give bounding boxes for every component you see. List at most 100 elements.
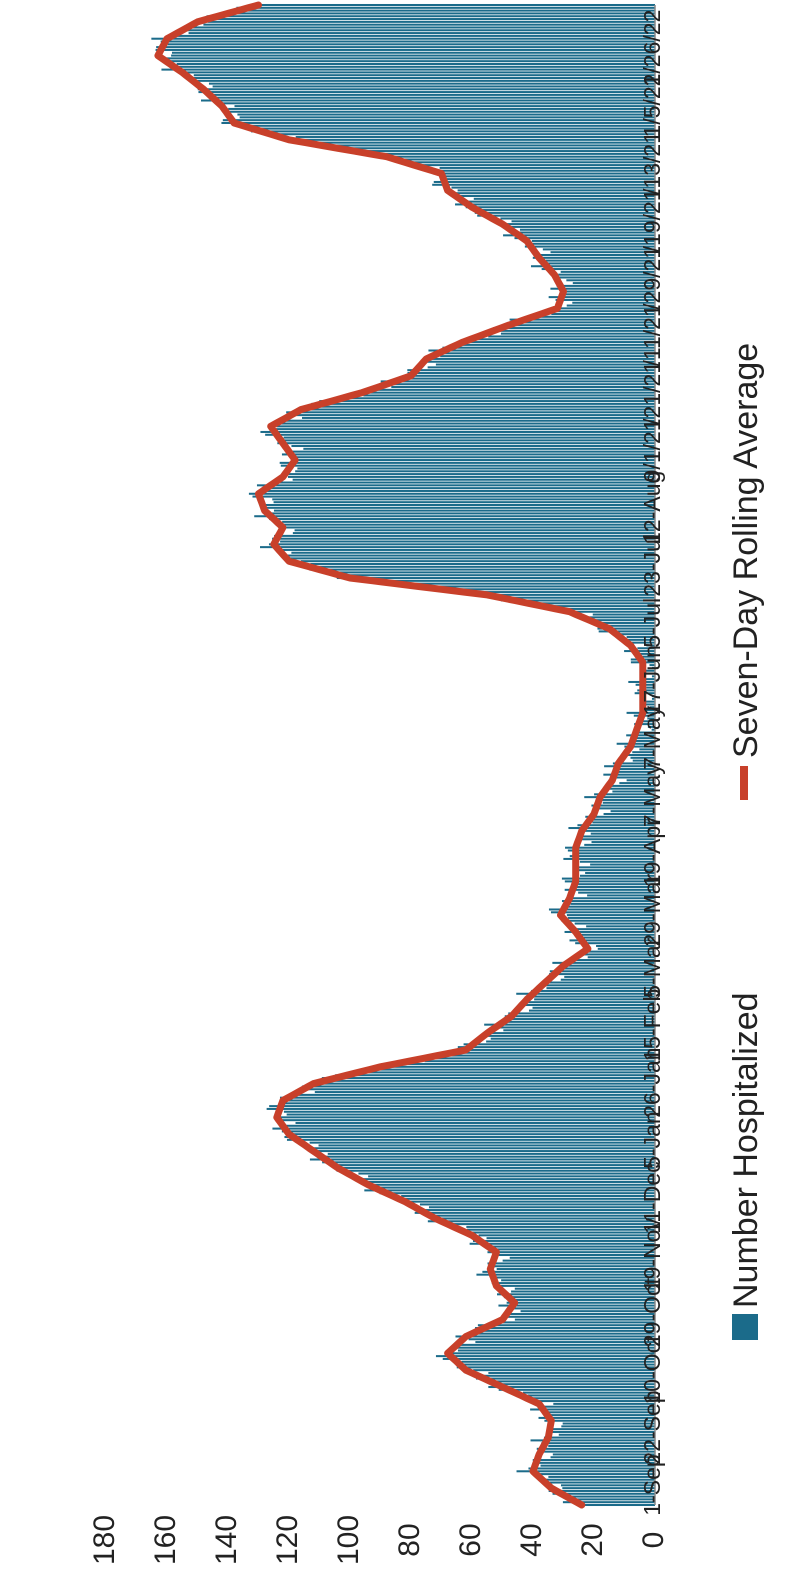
bar — [457, 1349, 655, 1352]
x-tick-label: /21/21 — [639, 361, 665, 425]
bar — [335, 1074, 655, 1077]
bar — [190, 79, 656, 82]
bar — [319, 400, 655, 403]
bar — [296, 414, 655, 417]
bar — [558, 1433, 655, 1436]
bar — [294, 529, 655, 532]
bar — [598, 630, 655, 633]
bar — [619, 633, 655, 636]
bar — [500, 332, 655, 335]
bar — [486, 1237, 655, 1240]
bar — [477, 1324, 655, 1327]
bar — [401, 1195, 655, 1198]
x-tick-text: 19-Apr — [639, 818, 665, 887]
bar — [577, 824, 655, 827]
bar — [590, 863, 655, 866]
bar — [434, 1217, 655, 1220]
bar — [176, 62, 656, 65]
bar — [281, 1130, 655, 1133]
bar — [438, 588, 655, 591]
bar — [236, 6, 655, 9]
bar — [198, 91, 655, 94]
bar — [550, 1456, 655, 1459]
bar — [433, 180, 655, 183]
bar — [639, 748, 655, 751]
bar — [400, 158, 655, 161]
bar — [234, 105, 655, 108]
bar — [503, 1296, 655, 1299]
bar — [327, 1152, 655, 1155]
bar — [528, 1467, 655, 1470]
bar — [462, 341, 655, 344]
bar — [619, 782, 655, 785]
bar — [155, 48, 655, 51]
bar — [426, 1054, 655, 1057]
bar — [465, 338, 655, 341]
bar — [414, 374, 655, 377]
bar — [572, 886, 655, 889]
bar — [507, 1312, 655, 1315]
bar — [584, 796, 655, 799]
bar — [640, 720, 655, 723]
x-tick-text: 7-May — [639, 763, 665, 827]
bar — [564, 975, 655, 978]
bar — [587, 956, 655, 959]
bar — [624, 745, 655, 748]
bar — [450, 192, 655, 195]
bar — [630, 641, 655, 644]
bar — [547, 607, 655, 610]
bar — [423, 357, 655, 360]
bar — [651, 666, 655, 669]
bar — [203, 23, 655, 26]
bar — [376, 1065, 655, 1068]
y-tick-label: 60 — [454, 1523, 487, 1556]
bar — [490, 1037, 655, 1040]
bar — [389, 383, 655, 386]
bar — [395, 377, 655, 380]
bar — [506, 1301, 655, 1304]
bar — [532, 1461, 655, 1464]
bar — [500, 217, 655, 220]
bar — [308, 1147, 655, 1150]
bar — [651, 695, 655, 698]
bar — [159, 57, 655, 60]
bar — [424, 1060, 655, 1063]
y-tick-label: 160 — [149, 1515, 182, 1565]
bar — [283, 1110, 655, 1113]
bar — [563, 967, 655, 970]
bar — [547, 1428, 655, 1431]
bar — [474, 211, 655, 214]
bar — [274, 1116, 655, 1119]
bar — [514, 237, 655, 240]
bar — [467, 200, 655, 203]
bar — [208, 82, 655, 85]
bar — [311, 402, 655, 405]
bar — [543, 1436, 655, 1439]
bar — [334, 1166, 655, 1169]
bar — [616, 742, 655, 745]
x-tick-label: 17-Jun — [639, 645, 665, 715]
bar — [160, 40, 655, 43]
bar — [612, 790, 655, 793]
x-tick-label: 5-Mar — [639, 937, 665, 997]
bar — [568, 827, 655, 830]
bar — [528, 1009, 655, 1012]
bar — [565, 846, 655, 849]
bar — [416, 1209, 655, 1212]
x-tick-label: /11/21 — [639, 304, 665, 366]
bar — [494, 1248, 655, 1251]
legend-line-label: Seven-Day Rolling Average — [727, 343, 765, 758]
bar — [269, 1105, 655, 1108]
x-tick-text: /29/21 — [639, 246, 665, 310]
bar — [380, 380, 655, 383]
bar — [206, 15, 655, 18]
bar — [550, 287, 655, 290]
bar — [534, 998, 655, 1001]
bar — [609, 787, 655, 790]
bar — [284, 1136, 655, 1139]
x-tick-label: 7-May — [639, 763, 665, 827]
bar — [318, 1144, 655, 1147]
bar — [520, 1310, 655, 1313]
bar — [604, 765, 655, 768]
x-tick-label: 29-Mar — [639, 873, 665, 946]
